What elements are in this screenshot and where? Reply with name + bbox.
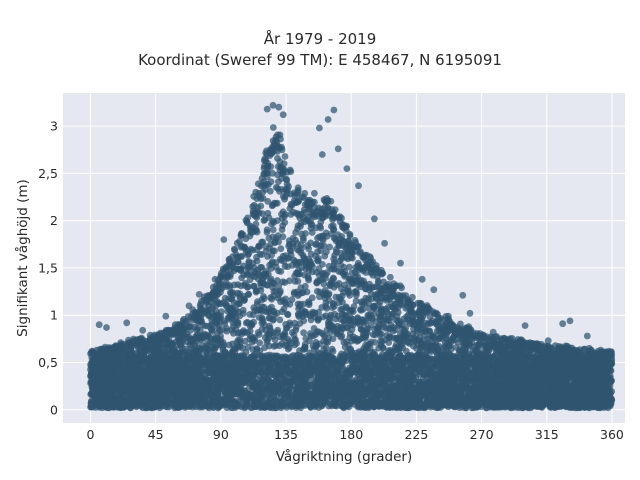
data-point	[282, 375, 289, 383]
data-point	[339, 298, 346, 306]
chart-subtitle: Koordinat (Sweref 99 TM): E 458467, N 61…	[138, 51, 502, 69]
data-point	[280, 356, 287, 363]
chart-title: År 1979 - 2019	[263, 30, 377, 48]
data-point	[326, 329, 334, 336]
data-point	[279, 381, 287, 389]
data-point	[348, 269, 356, 277]
data-point	[326, 243, 333, 251]
data-point	[323, 248, 330, 256]
data-point	[236, 363, 243, 371]
data-points	[87, 101, 616, 412]
data-point	[346, 263, 353, 271]
data-point	[275, 282, 283, 290]
